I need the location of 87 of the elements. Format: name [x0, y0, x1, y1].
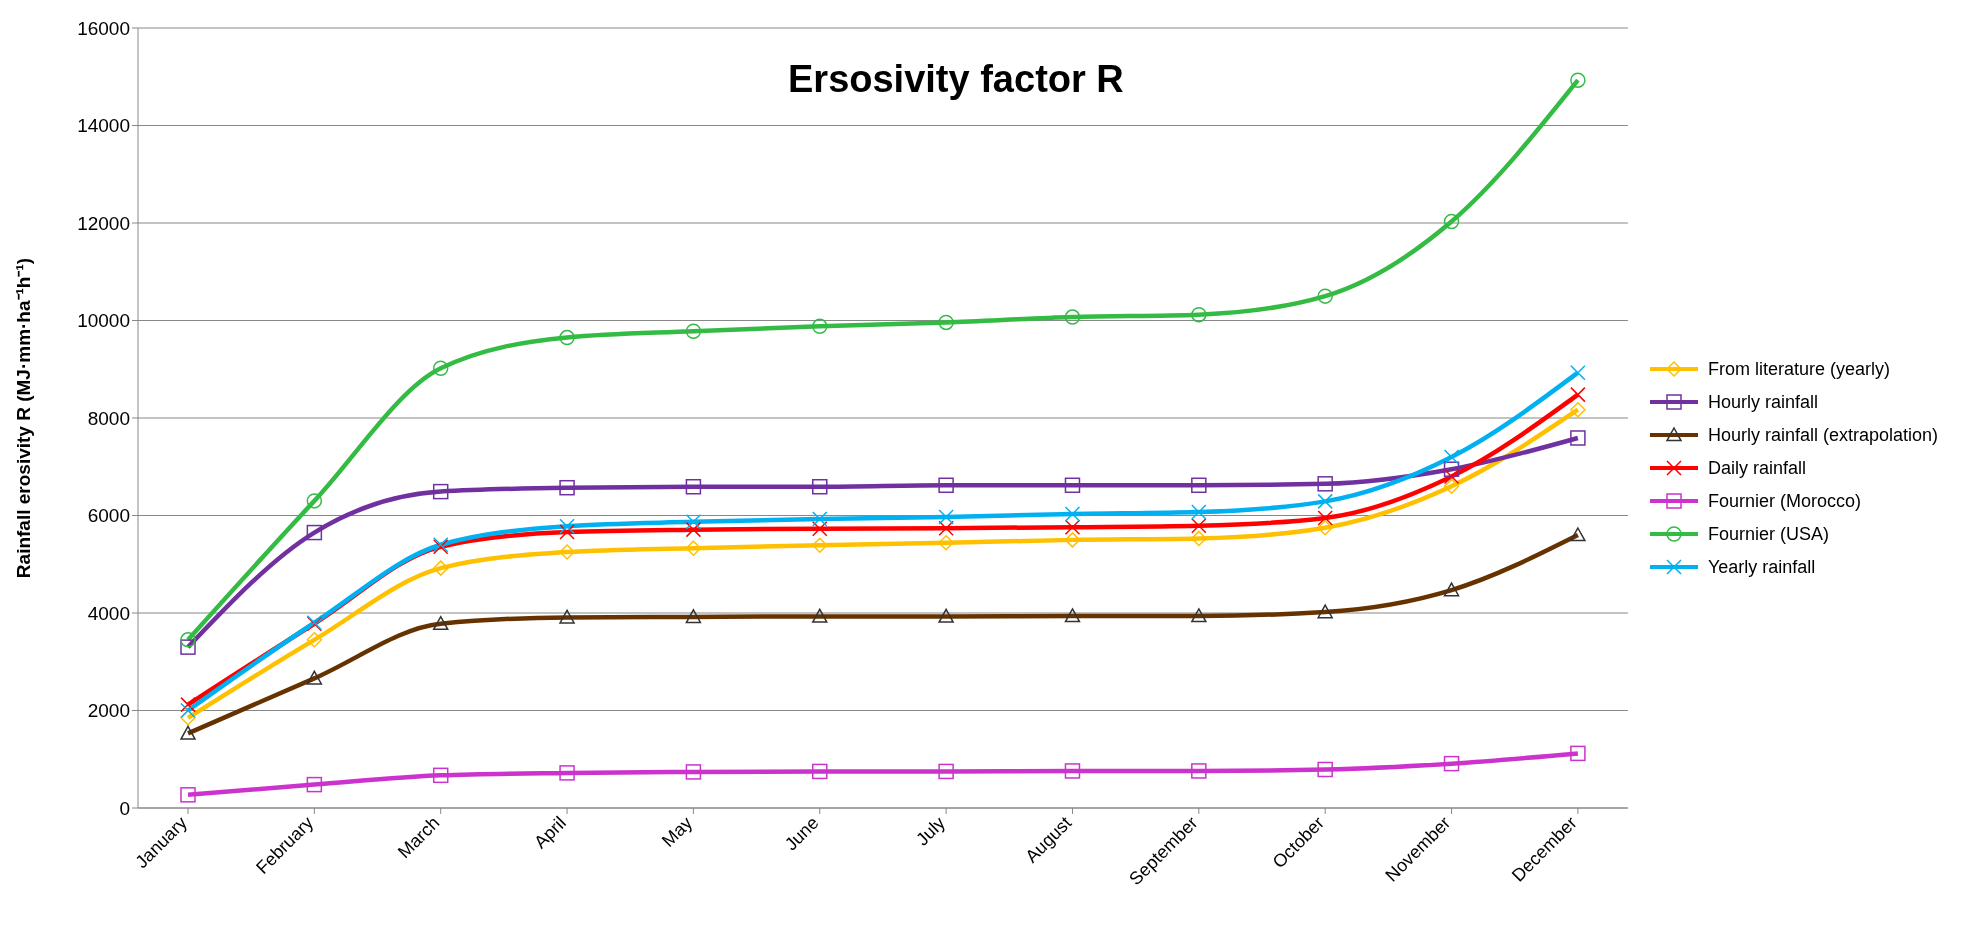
legend-label: Hourly rainfall [1707, 391, 1818, 413]
point [1191, 504, 1207, 520]
point [938, 520, 954, 536]
point [1191, 763, 1207, 779]
y-tick-label: 2000 [87, 700, 130, 722]
point [685, 514, 702, 530]
point [1443, 449, 1460, 465]
point [1191, 306, 1207, 323]
legend-label: Yearly rainfall [1707, 556, 1816, 578]
point [1570, 430, 1586, 446]
point [1317, 761, 1333, 778]
point [812, 318, 828, 335]
point [938, 314, 954, 331]
point [559, 329, 575, 346]
y-tick-label: 16000 [77, 17, 130, 39]
point [938, 535, 954, 551]
point [1570, 72, 1586, 88]
point [938, 477, 954, 494]
point [1191, 517, 1207, 534]
legend-label: From literature (yearly) [1707, 358, 1890, 380]
point [1570, 401, 1586, 418]
point [1443, 755, 1460, 772]
y-tick-label: 8000 [87, 407, 130, 429]
point [559, 524, 575, 540]
point [180, 787, 196, 803]
point [1064, 309, 1081, 325]
y-tick-label: 14000 [77, 115, 130, 137]
point [812, 537, 828, 553]
point [432, 483, 449, 500]
point [306, 632, 323, 648]
point [180, 702, 196, 719]
point [1570, 745, 1586, 762]
point [938, 763, 954, 780]
point [1443, 478, 1460, 494]
point [180, 696, 196, 713]
point [1570, 364, 1586, 381]
point [180, 639, 196, 655]
point [685, 323, 702, 339]
y-tick-label: 0 [119, 797, 130, 819]
point [1443, 468, 1460, 485]
point [1317, 493, 1333, 510]
point [1443, 461, 1460, 477]
y-tick-label: 10000 [77, 310, 130, 332]
point [306, 524, 323, 541]
point [812, 763, 828, 780]
point [1191, 530, 1207, 547]
point [306, 493, 323, 509]
point [1570, 386, 1586, 403]
y-tick-label: 4000 [87, 602, 130, 624]
point [938, 509, 954, 525]
legend-label: Fournier (Morocco) [1707, 490, 1861, 512]
point [1064, 506, 1081, 522]
point [812, 511, 828, 527]
point [1317, 519, 1333, 536]
point [559, 544, 575, 560]
point [559, 518, 575, 534]
legend-label: Hourly rainfall (extrapolation) [1707, 424, 1938, 446]
text: Ersosivity factor R [788, 58, 1124, 101]
point [1064, 519, 1081, 535]
point [685, 764, 702, 780]
point [685, 521, 702, 538]
point [685, 478, 702, 495]
x-tick-label: July [912, 812, 949, 850]
point [1317, 510, 1333, 526]
point [1317, 476, 1333, 492]
point [1064, 763, 1081, 779]
point [432, 360, 449, 377]
point [1064, 477, 1081, 494]
point [180, 632, 196, 648]
legend-label: Daily rainfall [1707, 457, 1806, 479]
legend-label: Fournier (USA) [1707, 523, 1829, 545]
point [1191, 477, 1207, 494]
point [559, 765, 575, 781]
y-tick-label: 12000 [77, 212, 130, 234]
y-axis-title: Rainfall erosivity R (MJ·mm·ha⁻¹h⁻¹) [12, 257, 34, 579]
point [306, 776, 323, 793]
point [559, 479, 575, 496]
point [685, 540, 702, 556]
x-tick-label: May [658, 812, 697, 851]
point [812, 520, 828, 537]
point [1443, 213, 1460, 230]
point [1317, 288, 1333, 304]
y-tick-label: 6000 [87, 505, 130, 527]
point [432, 560, 449, 576]
point [1064, 532, 1081, 548]
point [812, 478, 828, 495]
point [432, 767, 449, 784]
